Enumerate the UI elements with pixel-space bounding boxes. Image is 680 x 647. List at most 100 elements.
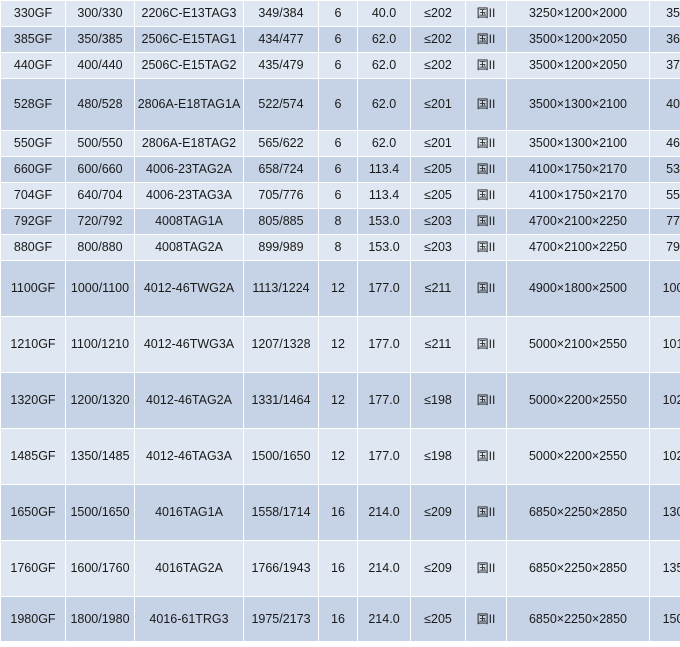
cell-cylinders: 12 [318,260,358,317]
cell-model: 1980GF [0,596,66,642]
cell-dimensions_mm: 3500×1300×2100 [506,78,650,131]
cell-displacement_l: 177.0 [357,260,411,317]
cell-displacement_l: 62.0 [357,52,411,79]
cell-current_a: 805/885 [243,208,319,235]
cell-displacement_l: 62.0 [357,26,411,53]
cell-cylinders: 12 [318,428,358,485]
cell-noise_db: ≤205 [410,182,466,209]
cell-model: 385GF [0,26,66,53]
cell-engine_model: 4006-23TAG3A [134,182,244,209]
cell-engine_model: 4012-46TAG3A [134,428,244,485]
cell-power_kw: 720/792 [65,208,135,235]
cell-weight_kg: 15000 [649,596,680,642]
cell-current_a: 1331/1464 [243,372,319,429]
table-row: 385GF 350/385 2506C-E15TAG1 434/477 6 62.0 ≤20… [0,26,680,53]
cell-displacement_l: 214.0 [357,484,411,541]
cell-engine_model: 4012-46TAG2A [134,372,244,429]
cell-model: 1650GF [0,484,66,541]
cell-engine_model: 4008TAG2A [134,234,244,261]
cell-model: 1485GF [0,428,66,485]
cell-cylinders: 6 [318,0,358,27]
cell-noise_db: ≤201 [410,130,466,157]
cell-current_a: 705/776 [243,182,319,209]
cell-emission_standard: 国II [465,540,507,597]
cell-power_kw: 1200/1320 [65,372,135,429]
cell-weight_kg: 3500 [649,0,680,27]
cell-weight_kg: 4600 [649,130,680,157]
cell-cylinders: 12 [318,372,358,429]
cell-dimensions_mm: 6850×2250×2850 [506,540,650,597]
table-row: 550GF 500/550 2806A-E18TAG2 565/622 6 62.0 ≤20… [0,130,680,157]
cell-displacement_l: 113.4 [357,182,411,209]
cell-engine_model: 2506C-E15TAG2 [134,52,244,79]
cell-current_a: 522/574 [243,78,319,131]
cell-weight_kg: 5300 [649,156,680,183]
cell-cylinders: 16 [318,596,358,642]
cell-current_a: 1113/1224 [243,260,319,317]
cell-current_a: 1207/1328 [243,316,319,373]
table-row: 1485GF 1350/1485 4012-46TAG3A 1500/1650 12 17… [0,428,680,485]
cell-displacement_l: 62.0 [357,130,411,157]
cell-engine_model: 2806A-E18TAG2 [134,130,244,157]
cell-emission_standard: 国II [465,316,507,373]
cell-displacement_l: 153.0 [357,234,411,261]
cell-current_a: 899/989 [243,234,319,261]
cell-emission_standard: 国II [465,156,507,183]
table-row: 528GF 480/528 2806A-E18TAG1A 522/574 6 62.0 ≤2… [0,78,680,131]
cell-engine_model: 4012-46TWG3A [134,316,244,373]
cell-noise_db: ≤198 [410,428,466,485]
cell-model: 704GF [0,182,66,209]
table-row: 1210GF 1100/1210 4012-46TWG3A 1207/1328 12 17… [0,316,680,373]
cell-emission_standard: 国II [465,596,507,642]
cell-noise_db: ≤202 [410,52,466,79]
cell-current_a: 565/622 [243,130,319,157]
cell-dimensions_mm: 3250×1200×2000 [506,0,650,27]
cell-current_a: 1558/1714 [243,484,319,541]
cell-emission_standard: 国II [465,78,507,131]
cell-dimensions_mm: 5000×2200×2550 [506,372,650,429]
cell-cylinders: 6 [318,26,358,53]
table-row: 1760GF 1600/1760 4016TAG2A 1766/1943 16 214.0… [0,540,680,597]
cell-displacement_l: 113.4 [357,156,411,183]
cell-displacement_l: 62.0 [357,78,411,131]
cell-noise_db: ≤211 [410,260,466,317]
table-row: 660GF 600/660 4006-23TAG2A 658/724 6 113.4 ≤20… [0,156,680,183]
cell-model: 1760GF [0,540,66,597]
cell-power_kw: 600/660 [65,156,135,183]
cell-model: 1100GF [0,260,66,317]
cell-power_kw: 350/385 [65,26,135,53]
cell-engine_model: 4016TAG1A [134,484,244,541]
cell-weight_kg: 3600 [649,26,680,53]
cell-dimensions_mm: 6850×2250×2850 [506,596,650,642]
cell-noise_db: ≤203 [410,208,466,235]
cell-dimensions_mm: 6850×2250×2850 [506,484,650,541]
cell-emission_standard: 国II [465,208,507,235]
table-row: 1980GF 1800/1980 4016-61TRG3 1975/2173 16 214… [0,596,680,642]
cell-emission_standard: 国II [465,182,507,209]
cell-dimensions_mm: 3500×1200×2050 [506,52,650,79]
cell-current_a: 435/479 [243,52,319,79]
table-row: 330GF 300/330 2206C-E13TAG3 349/384 6 40.0 ≤20… [0,0,680,27]
cell-dimensions_mm: 4100×1750×2170 [506,156,650,183]
cell-model: 660GF [0,156,66,183]
cell-cylinders: 6 [318,156,358,183]
cell-dimensions_mm: 4700×2100×2250 [506,208,650,235]
cell-engine_model: 4008TAG1A [134,208,244,235]
cell-noise_db: ≤209 [410,540,466,597]
cell-weight_kg: 7900 [649,234,680,261]
cell-weight_kg: 5500 [649,182,680,209]
table-row: 792GF 720/792 4008TAG1A 805/885 8 153.0 ≤203 国I… [0,208,680,235]
cell-engine_model: 4016-61TRG3 [134,596,244,642]
cell-emission_standard: 国II [465,0,507,27]
cell-emission_standard: 国II [465,52,507,79]
cell-power_kw: 1100/1210 [65,316,135,373]
cell-emission_standard: 国II [465,26,507,53]
cell-dimensions_mm: 3500×1300×2100 [506,130,650,157]
table-row: 440GF 400/440 2506C-E15TAG2 435/479 6 62.0 ≤20… [0,52,680,79]
cell-cylinders: 12 [318,316,358,373]
table-row: 1100GF 1000/1100 4012-46TWG2A 1113/1224 12 17… [0,260,680,317]
cell-power_kw: 1800/1980 [65,596,135,642]
table-row: 1650GF 1500/1650 4016TAG1A 1558/1714 16 214.0… [0,484,680,541]
cell-cylinders: 6 [318,52,358,79]
